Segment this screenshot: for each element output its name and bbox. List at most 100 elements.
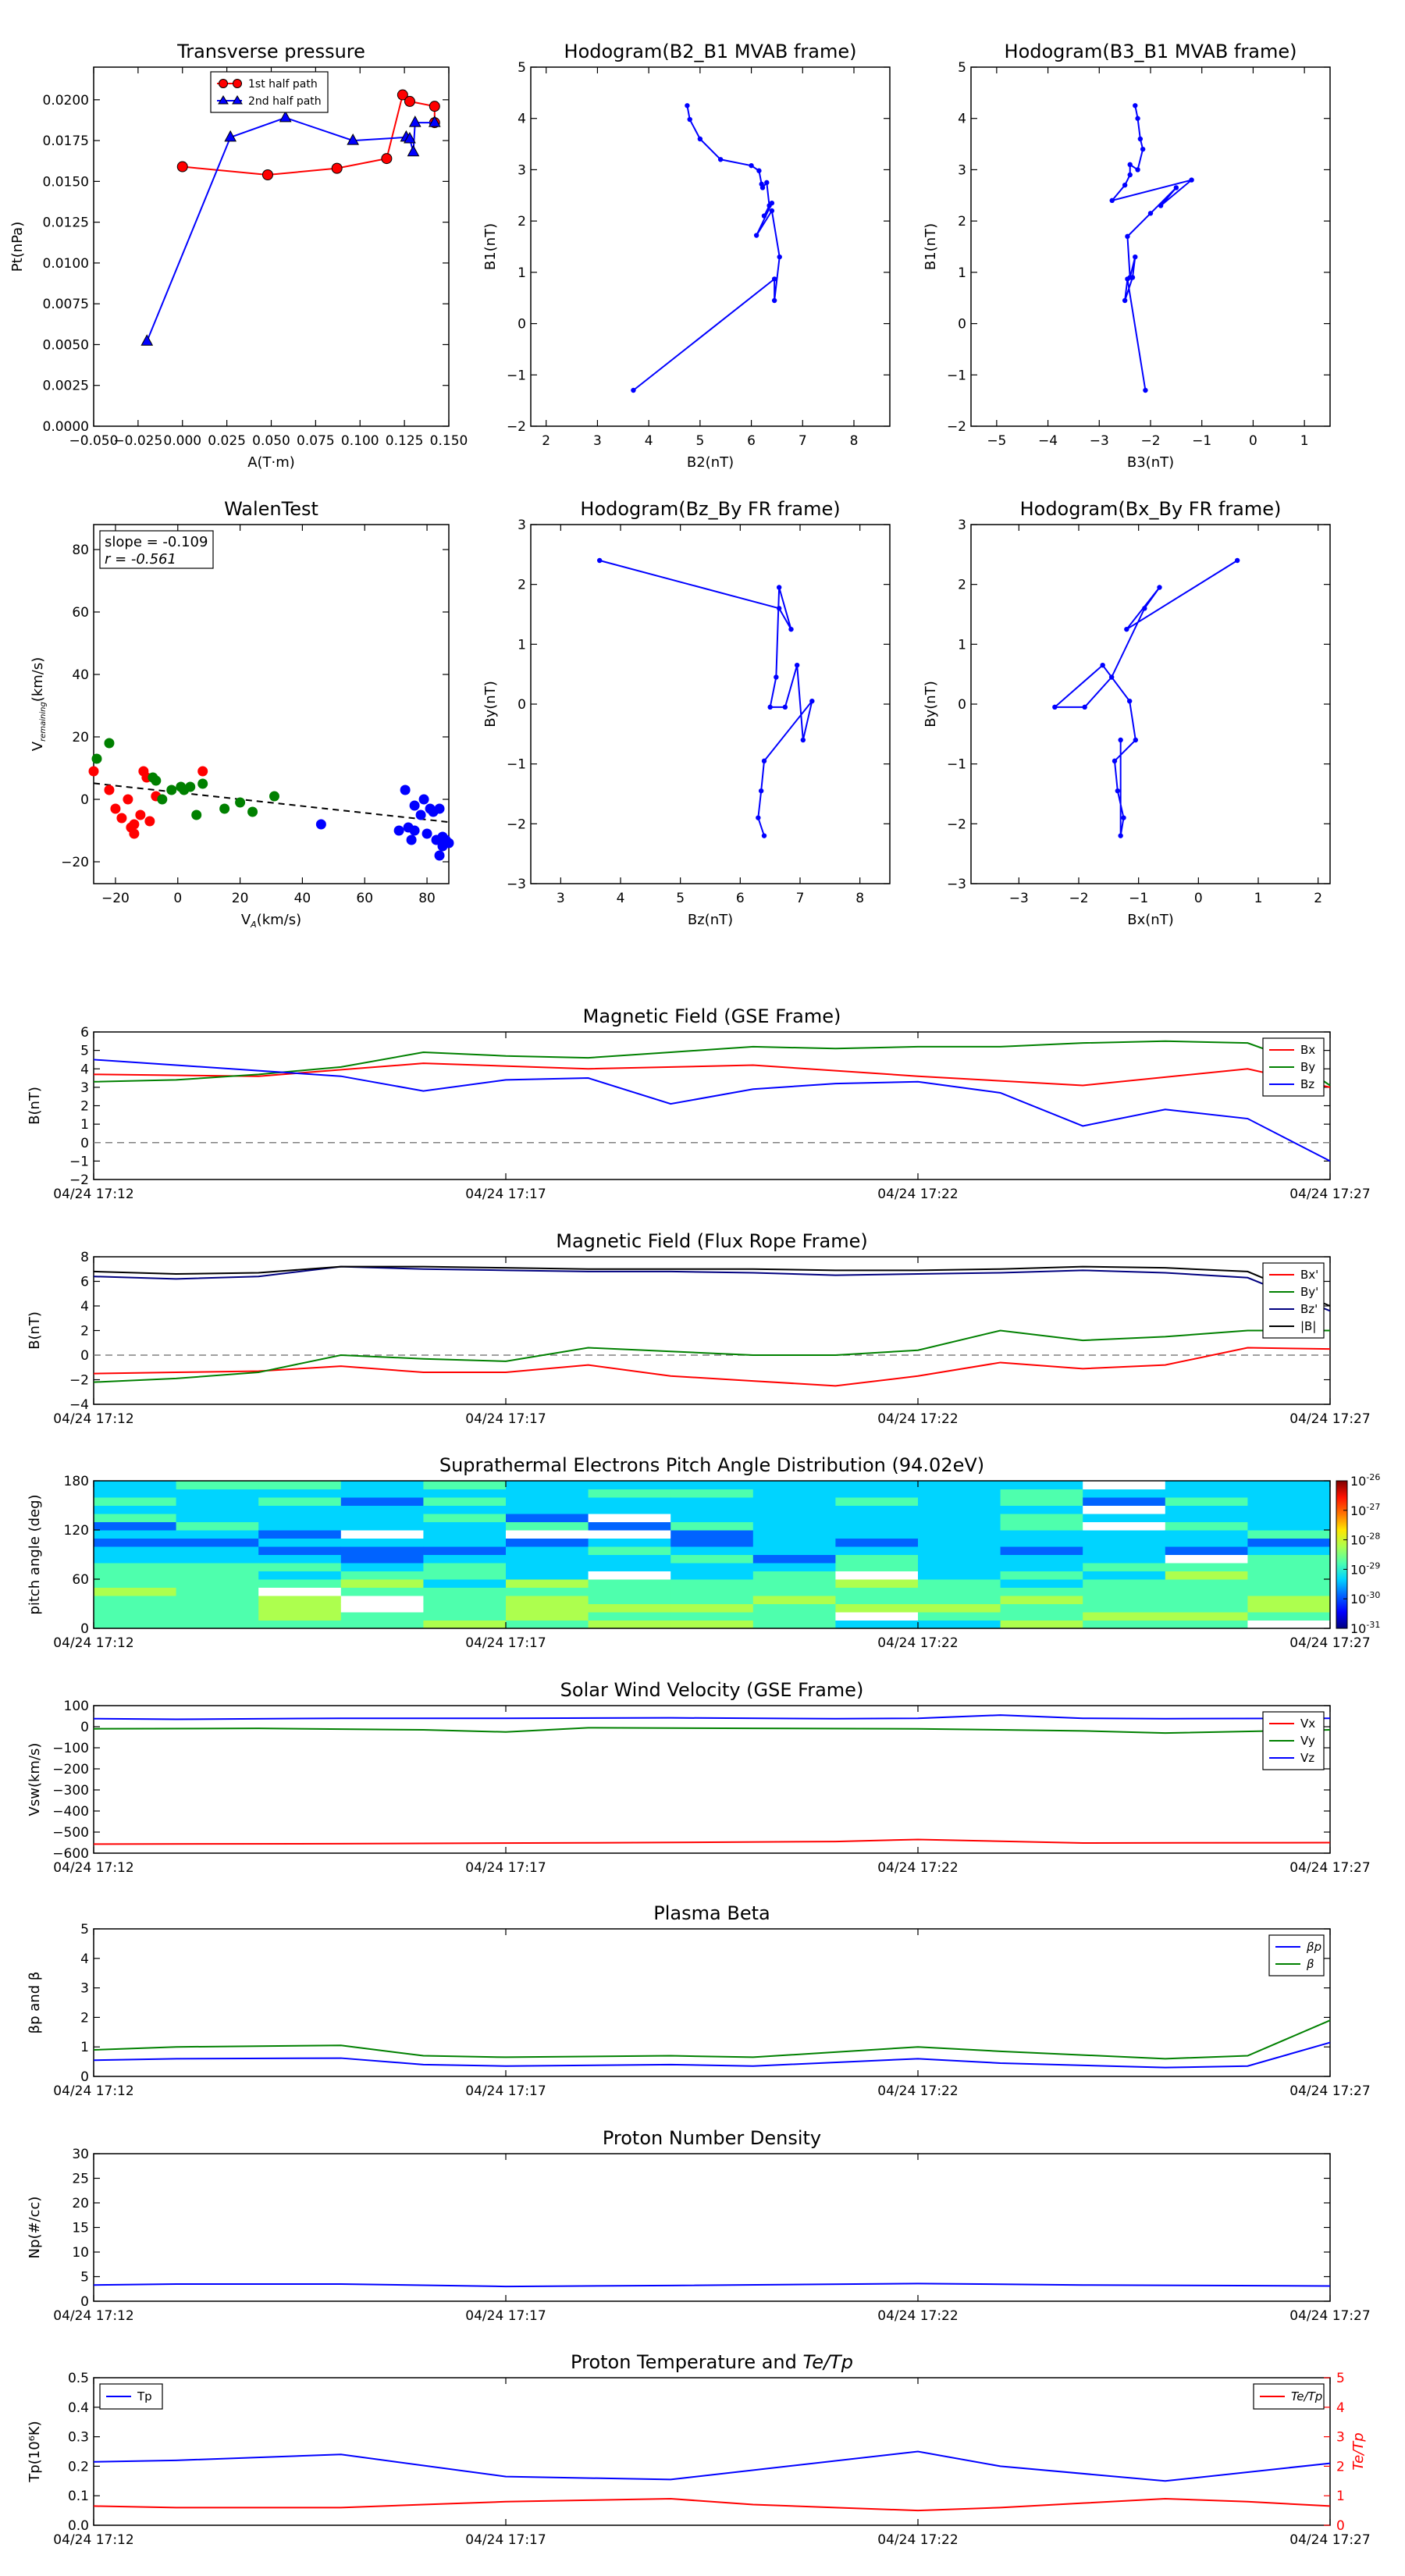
heatmap-cell xyxy=(670,1596,754,1604)
heatmap-cell xyxy=(258,1612,342,1621)
heatmap-cell xyxy=(670,1514,754,1522)
annotation-r: r = -0.561 xyxy=(105,551,176,568)
heatmap-cell xyxy=(1165,1563,1248,1571)
y-tick-label: 120 xyxy=(64,1523,89,1539)
data-point xyxy=(1108,674,1115,680)
data-point xyxy=(422,828,432,839)
heatmap-cell xyxy=(670,1546,754,1555)
data-point xyxy=(761,758,767,764)
series-line xyxy=(93,1714,1331,1720)
y-axis-label: βp and β xyxy=(27,1972,43,2034)
data-point xyxy=(1122,297,1128,304)
time-tick-label: 04/24 17:27 xyxy=(1289,1411,1370,1427)
heatmap-cell xyxy=(1247,1554,1331,1564)
time-tick-label: 04/24 17:27 xyxy=(1289,2308,1370,2324)
data-point xyxy=(769,208,775,214)
y-tick-label: −2 xyxy=(69,1373,89,1389)
data-point xyxy=(129,828,140,839)
time-tick-label: 04/24 17:12 xyxy=(53,2083,133,2099)
heatmap-cell xyxy=(835,1603,919,1613)
y-tick-label: 0.0125 xyxy=(43,215,89,231)
heatmap-cell xyxy=(176,1481,259,1489)
heatmap-cell xyxy=(588,1505,671,1514)
data-point xyxy=(777,254,782,260)
heatmap-cell xyxy=(94,1596,177,1604)
data-point xyxy=(409,800,420,811)
y-tick-label: 2 xyxy=(518,214,526,229)
data-point xyxy=(761,833,767,838)
y-tick-label: 6 xyxy=(80,1275,89,1290)
series-line xyxy=(93,1059,1331,1162)
y-tick-label: 0 xyxy=(518,697,526,713)
data-point xyxy=(1137,136,1144,142)
y-tick-label-right: 2 xyxy=(1336,2459,1345,2475)
y-tick-label: 5 xyxy=(80,1044,89,1059)
heatmap-cell xyxy=(1083,1563,1166,1571)
heatmap-cell xyxy=(588,1481,671,1489)
y-tick-label: 1 xyxy=(80,2040,89,2055)
colorbar-tick-label: 10-27 xyxy=(1350,1502,1380,1518)
data-point xyxy=(185,781,196,792)
y-tick-label: 0.0 xyxy=(68,2518,89,2534)
colorbar-tick-label: 10-28 xyxy=(1350,1532,1380,1548)
y-tick-label: 1 xyxy=(518,265,526,281)
heatmap-cell xyxy=(918,1571,1001,1580)
heatmap-cell xyxy=(1247,1603,1331,1613)
data-point xyxy=(697,136,703,142)
time-tick-label: 04/24 17:22 xyxy=(877,2532,958,2548)
heatmap-cell xyxy=(423,1554,507,1564)
y-tick-label: 0 xyxy=(80,1348,89,1364)
y-tick-label: −1 xyxy=(947,368,966,383)
heatmap-cell xyxy=(1247,1612,1331,1621)
heatmap-cell xyxy=(258,1554,342,1564)
data-point xyxy=(1140,146,1146,152)
heatmap-cell xyxy=(1247,1497,1331,1506)
chart-beta: Plasma Beta 0 1 2 3 4 5 04/24 17:12 04/24 17:17 0… xyxy=(27,1902,1371,2099)
data-point xyxy=(1125,233,1130,240)
time-tick-label: 04/24 17:12 xyxy=(53,2532,133,2548)
x-tick-label: 6 xyxy=(736,891,745,906)
heatmap-cell xyxy=(1165,1497,1248,1506)
time-tick-label: 04/24 17:17 xyxy=(465,1411,546,1427)
x-tick-label: −20 xyxy=(101,891,130,906)
heatmap-cell xyxy=(176,1563,259,1571)
heatmap-cell xyxy=(1247,1514,1331,1522)
y-axis-label: B1(nT) xyxy=(923,223,939,270)
heatmap-cell xyxy=(423,1587,507,1596)
chart-title: Suprathermal Electrons Pitch Angle Distr… xyxy=(439,1454,984,1476)
data-point xyxy=(429,101,440,112)
heatmap-cell xyxy=(94,1521,177,1531)
heatmap-cell xyxy=(340,1554,424,1564)
chart-title: Transverse pressure xyxy=(176,41,365,62)
heatmap-cell xyxy=(1000,1596,1083,1604)
heatmap-cell xyxy=(588,1497,671,1506)
heatmap-cell xyxy=(506,1497,589,1506)
colorbar-tick-exponent: -28 xyxy=(1366,1532,1380,1542)
data-point xyxy=(219,803,230,814)
heatmap-cell xyxy=(506,1579,589,1588)
series-line xyxy=(93,1727,1331,1735)
y-tick-label: 2 xyxy=(80,2010,89,2026)
data-point xyxy=(235,797,246,808)
data-point xyxy=(756,168,762,173)
heatmap-cell xyxy=(1165,1612,1248,1621)
time-tick-label: 04/24 17:27 xyxy=(1289,1860,1370,1876)
legend-marker xyxy=(233,79,242,88)
data-point xyxy=(1127,162,1133,168)
y-tick-label: 1 xyxy=(958,265,966,281)
y-tick-label: −600 xyxy=(52,1846,89,1862)
data-point xyxy=(104,738,115,749)
y-tick-label-right: 4 xyxy=(1336,2400,1345,2416)
heatmap-cell xyxy=(506,1612,589,1621)
heatmap-cell xyxy=(423,1571,507,1580)
y-tick-label: 0.0050 xyxy=(43,337,89,353)
legend-marker xyxy=(219,79,228,88)
heatmap-cell xyxy=(1083,1481,1166,1489)
x-axis-label: B2(nT) xyxy=(687,454,734,471)
series-line xyxy=(93,1347,1331,1387)
y-tick-label: 0 xyxy=(80,1720,89,1735)
chart-bgse: Magnetic Field (GSE Frame) −2 −1 0 1 2 3 4 5 6 04/… xyxy=(27,1005,1371,1202)
series-line xyxy=(146,116,435,342)
data-point xyxy=(418,794,429,805)
heatmap-cell xyxy=(1083,1554,1166,1564)
